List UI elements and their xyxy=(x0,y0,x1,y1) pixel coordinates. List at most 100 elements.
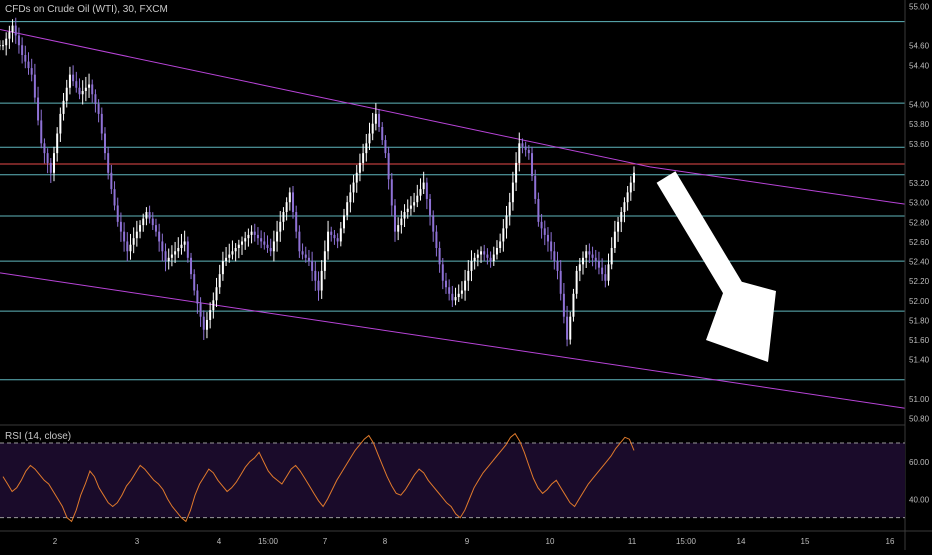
candle-body xyxy=(151,218,154,226)
candle-body xyxy=(566,316,569,340)
time-tick-label: 16 xyxy=(886,537,895,546)
candle-body xyxy=(467,270,470,281)
rsi-band-fill xyxy=(0,442,905,518)
candle-body xyxy=(209,310,212,320)
candle-body xyxy=(620,212,623,222)
candle-body xyxy=(241,241,244,245)
price-tick-label: 53.20 xyxy=(909,179,930,188)
candle-body xyxy=(266,244,269,248)
candle-body xyxy=(346,202,349,216)
candle-body xyxy=(550,241,553,252)
candle-body xyxy=(113,189,116,206)
candle-body xyxy=(288,192,291,203)
candle-body xyxy=(17,35,20,46)
candle-body xyxy=(129,244,132,252)
candle-body xyxy=(180,244,183,248)
candle-body xyxy=(221,261,224,275)
time-tick-label: 10 xyxy=(546,537,555,546)
candle-body xyxy=(193,274,196,291)
candle-body xyxy=(524,146,527,150)
candle-body xyxy=(263,241,266,245)
candle-body xyxy=(416,195,419,203)
candle-body xyxy=(527,149,530,154)
candle-body xyxy=(438,247,441,265)
candle-body xyxy=(623,202,626,213)
price-tick-label: 54.40 xyxy=(909,61,930,70)
candle-body xyxy=(559,270,562,294)
candle-body xyxy=(617,221,620,232)
price-tick-label: 53.60 xyxy=(909,140,930,149)
candle-body xyxy=(231,251,234,255)
down-arrow-icon xyxy=(656,171,776,362)
candle-body xyxy=(362,153,365,163)
time-tick-label: 9 xyxy=(465,537,470,546)
candle-body xyxy=(225,257,228,262)
rsi-line xyxy=(2,432,635,523)
candle-body xyxy=(170,254,173,258)
candle-body xyxy=(272,241,275,252)
candle-body xyxy=(202,316,205,330)
candle-body xyxy=(295,212,298,232)
candle-body xyxy=(531,153,534,177)
candle-body xyxy=(365,143,368,154)
candle-body xyxy=(46,153,49,163)
candle-body xyxy=(30,68,33,75)
candle-body xyxy=(161,241,164,252)
candle-body xyxy=(448,287,451,294)
price-tick-label: 51.80 xyxy=(909,316,930,325)
candle-body xyxy=(119,221,122,232)
candle-body xyxy=(400,218,403,226)
time-tick-label: 14 xyxy=(737,537,746,546)
candle-body xyxy=(126,241,129,252)
candle-body xyxy=(269,247,272,252)
candle-body xyxy=(585,251,588,258)
candle-body xyxy=(495,247,498,255)
candle-body xyxy=(534,176,537,199)
candle-body xyxy=(253,231,256,235)
candle-body xyxy=(562,293,565,317)
candle-body xyxy=(537,198,540,222)
price-tick-label: 51.40 xyxy=(909,356,930,365)
candle-body xyxy=(633,172,635,183)
candle-body xyxy=(492,254,495,262)
candle-body xyxy=(413,202,416,206)
price-tick-label: 54.00 xyxy=(909,101,930,110)
candle-body xyxy=(49,162,52,173)
candle-body xyxy=(107,153,110,173)
candle-body xyxy=(381,126,384,141)
candle-body xyxy=(406,208,409,213)
candle-body xyxy=(464,280,467,291)
price-tick-label: 55.00 xyxy=(909,2,930,11)
channel-line-upper xyxy=(0,29,906,205)
candle-body xyxy=(21,45,24,56)
price-tick-label: 52.40 xyxy=(909,258,930,267)
candle-body xyxy=(167,257,170,262)
candle-body xyxy=(103,133,106,154)
candle-body xyxy=(292,192,295,213)
candle-body xyxy=(298,231,301,252)
time-tick-label: 2 xyxy=(53,537,58,546)
candle-body xyxy=(33,74,36,98)
candle-body xyxy=(575,270,578,294)
candle-body xyxy=(276,231,279,242)
candle-body xyxy=(601,267,604,275)
price-tick-label: 52.80 xyxy=(909,218,930,227)
candle-body xyxy=(339,228,342,242)
time-tick-label: 4 xyxy=(217,537,222,546)
candle-body xyxy=(228,254,231,258)
candle-body xyxy=(88,84,91,88)
candle-body xyxy=(8,32,11,39)
candle-body xyxy=(594,257,597,262)
candle-body xyxy=(205,319,208,330)
candle-body xyxy=(515,162,518,183)
candle-body xyxy=(454,297,457,301)
candle-body xyxy=(508,202,511,216)
channel-layer xyxy=(0,29,906,409)
candle-body xyxy=(158,231,161,242)
candle-body xyxy=(613,231,616,248)
candle-body xyxy=(145,212,148,219)
candle-body xyxy=(511,182,514,203)
time-tick-label: 11 xyxy=(628,537,637,546)
candle-body xyxy=(355,172,358,183)
chart-title: CFDs on Crude Oil (WTI), 30, FXCM xyxy=(5,4,168,15)
